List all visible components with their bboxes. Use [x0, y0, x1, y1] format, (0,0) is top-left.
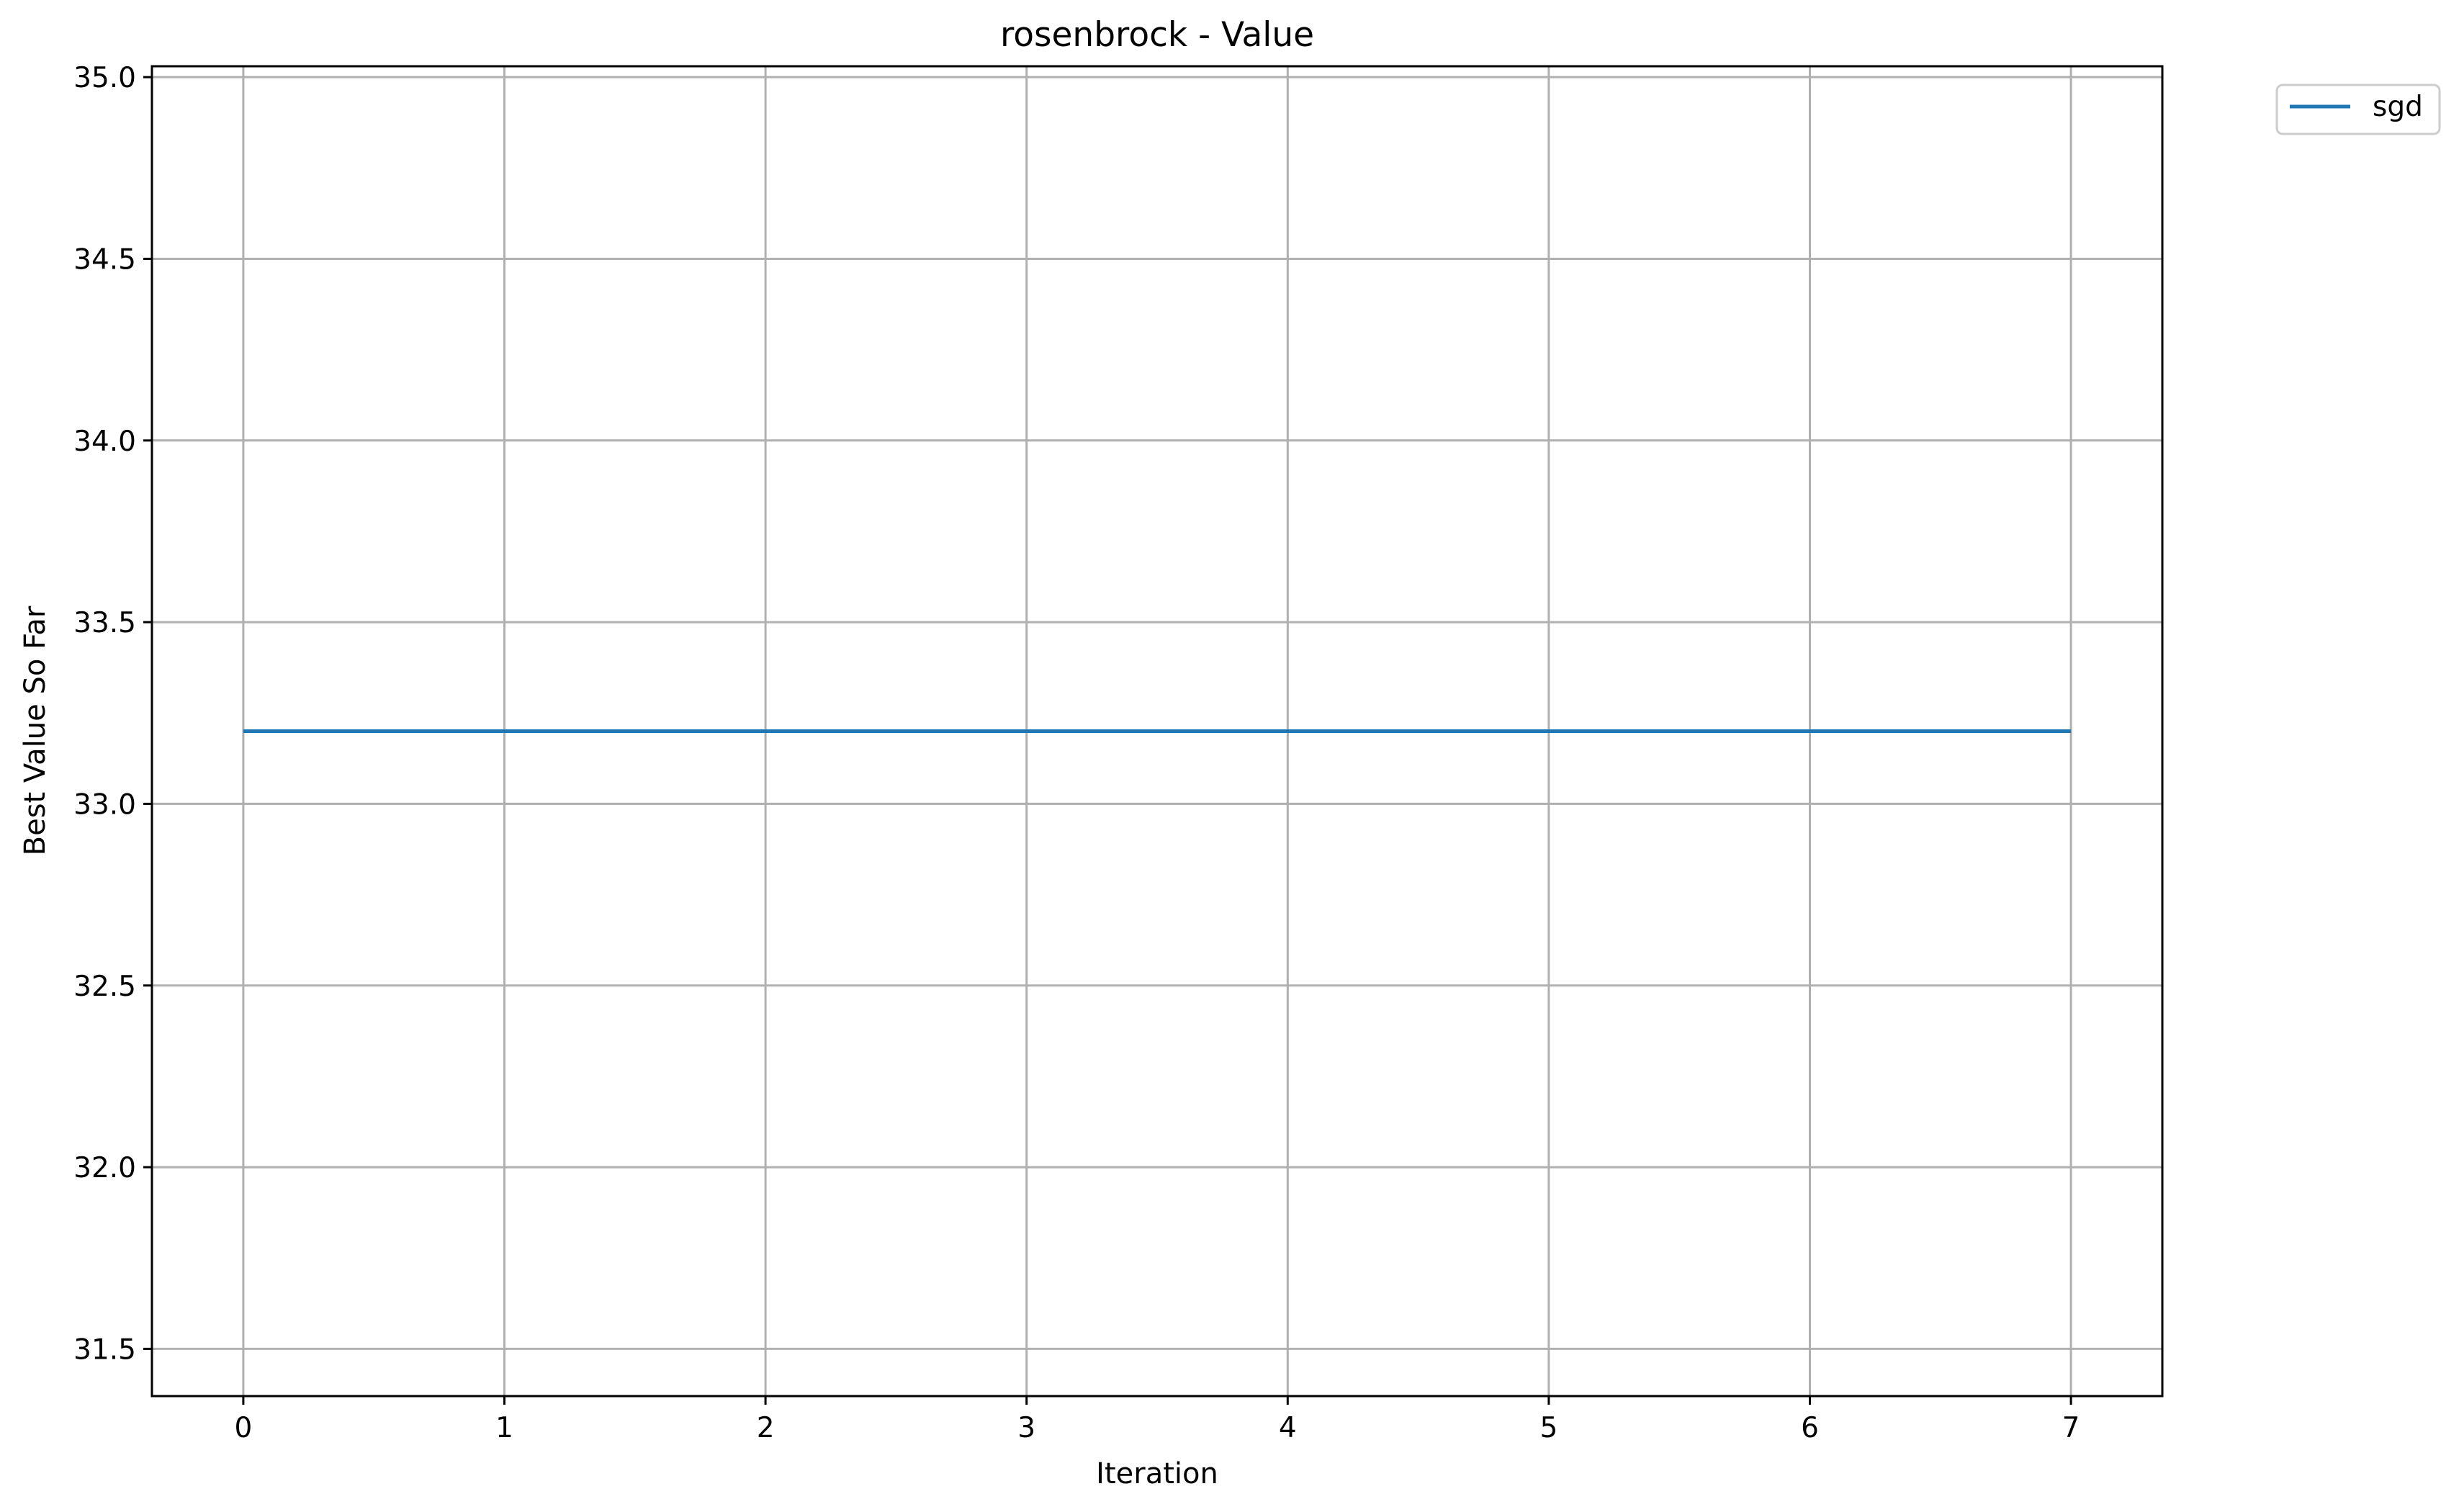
- y-axis-label: Best Value So Far: [19, 606, 52, 855]
- x-tick-label: 1: [495, 1412, 513, 1444]
- x-tick-label: 4: [1279, 1412, 1297, 1444]
- y-tick-label: 33.5: [73, 607, 136, 639]
- y-tick-label: 34.0: [73, 426, 136, 458]
- x-axis-label: Iteration: [1096, 1457, 1218, 1490]
- chart-title: rosenbrock - Value: [1000, 15, 1314, 55]
- legend-label-sgd: sgd: [2373, 91, 2423, 123]
- y-tick-label: 34.5: [73, 243, 136, 276]
- x-tick-label: 0: [234, 1412, 252, 1444]
- y-tick-label: 31.5: [73, 1333, 136, 1366]
- y-tick-label: 35.0: [73, 62, 136, 94]
- legend-frame: [2275, 84, 2441, 135]
- y-tick-label: 32.5: [73, 971, 136, 1003]
- y-tick-label: 32.0: [73, 1152, 136, 1184]
- x-tick-label: 3: [1017, 1412, 1035, 1444]
- legend: sgd: [2275, 84, 2441, 135]
- plot-frame: [150, 65, 2164, 1398]
- x-tick-label: 5: [1539, 1412, 1557, 1444]
- y-tick-label: 33.0: [73, 788, 136, 821]
- x-tick-label: 7: [2062, 1412, 2080, 1444]
- x-tick-label: 6: [1801, 1412, 1819, 1444]
- x-tick-label: 2: [757, 1412, 775, 1444]
- axis-ticks: 0 1 2 3 4 5 6 7 31.5 32.0 32.5 33.0 33.5 34.0 34.5 35.0: [73, 62, 2080, 1444]
